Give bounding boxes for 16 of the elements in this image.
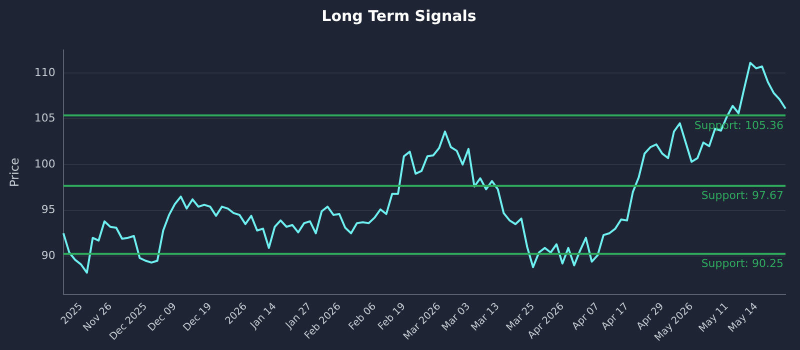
x-tick-label: Apr 07 xyxy=(570,301,602,332)
y-axis-title: Price xyxy=(7,158,22,187)
ref-line-label: Support: 97.67 xyxy=(701,189,784,202)
y-tick-label: 105 xyxy=(34,112,56,125)
x-tick-label: Dec 19 xyxy=(181,301,214,334)
chart-title: Long Term Signals xyxy=(322,6,476,25)
x-tick-label: Dec 09 xyxy=(146,301,179,334)
x-tick-label: Feb 06 xyxy=(346,301,379,333)
y-tick-label: 95 xyxy=(41,203,56,216)
x-tick-label: Jan 14 xyxy=(248,301,279,332)
y-tick-label: 100 xyxy=(34,157,56,170)
x-tick-label: Feb 19 xyxy=(376,301,408,333)
ref-line-label: Support: 90.25 xyxy=(701,257,784,270)
x-tick-label: Apr 17 xyxy=(600,301,631,332)
y-tick-label: 110 xyxy=(34,66,56,79)
y-tick-label: 90 xyxy=(41,249,56,262)
